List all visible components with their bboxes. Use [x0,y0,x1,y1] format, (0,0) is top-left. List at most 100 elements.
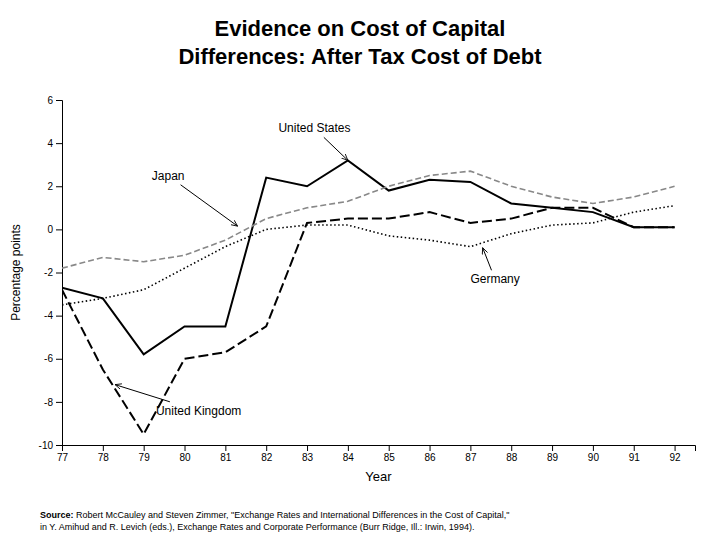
x-tick-label: 84 [343,452,355,463]
y-tick: -10 [39,440,62,451]
y-tick: -8 [44,397,62,408]
x-tick-mark [348,445,349,451]
x-tick-label: 80 [179,452,191,463]
chart-container: Evidence on Cost of Capital Differences: … [0,0,720,540]
x-tick-label: 78 [98,452,110,463]
x-tick: 84 [343,445,355,463]
x-tick: 91 [629,445,641,463]
y-tick: -2 [44,267,62,278]
chart: Evidence on Cost of Capital Differences: … [0,0,720,540]
x-tick: 87 [465,445,477,463]
x-tick: 89 [547,445,559,463]
source-text: Robert McCauley and Steven Zimmer, "Exch… [74,510,510,520]
y-axis: -10 -8 -6 -4 -2 0 2 4 6 [39,95,63,451]
x-tick-mark [593,445,594,451]
annotation-text: Germany [470,272,519,286]
x-tick-label: 85 [384,452,396,463]
x-tick-mark [307,445,308,451]
y-tick-label: -2 [44,267,53,278]
y-tick-mark [56,316,62,317]
annotation-text: United Kingdom [156,404,241,418]
x-tick-mark [144,445,145,451]
x-tick: 81 [220,445,232,463]
x-tick: 92 [670,445,682,463]
x-tick-mark [389,445,390,451]
x-tick-mark [552,445,553,451]
y-tick-label: 2 [47,181,53,192]
x-tick-label: 77 [57,452,69,463]
y-tick-mark [56,402,62,403]
series-line [62,208,675,434]
y-tick: 4 [47,138,62,149]
title: Evidence on Cost of Capital Differences: … [178,16,542,69]
y-tick: -6 [44,353,62,364]
y-tick-label: -10 [39,440,54,451]
x-tick-label: 90 [588,452,600,463]
x-tick: 78 [98,445,110,463]
series-line [62,206,675,305]
source: Source: Robert McCauley and Steven Zimme… [40,510,509,532]
x-tick-label: 79 [139,452,151,463]
x-tick-mark [470,445,471,451]
y-tick: 2 [47,181,62,192]
annotation-arrow [324,137,348,160]
x-tick: 86 [424,445,436,463]
x-tick-label: 88 [506,452,518,463]
x-tick-label: 87 [465,452,477,463]
x-tick-label: 83 [302,452,314,463]
y-tick-label: -8 [44,397,53,408]
plot: 77787980818283848586878889909192-10-8-6-… [9,95,696,484]
y-tick: 0 [47,224,62,235]
x-tick: 80 [179,445,191,463]
x-tick: 85 [384,445,396,463]
x-tick-mark [225,445,226,451]
x-tick-label: 91 [629,452,641,463]
annotation-text: Japan [152,169,185,183]
y-axis-line [56,101,63,446]
annotation-arrow [115,385,170,402]
x-axis-title: Year [365,469,392,484]
x-tick-mark [103,445,104,451]
y-axis-title: Percentage points [9,224,23,321]
x-tick-mark [634,445,635,451]
title-line: Evidence on Cost of Capital [215,16,506,41]
lines [62,160,675,434]
y-tick: 6 [47,95,62,106]
annotation-arrow [181,185,238,226]
x-tick-mark [266,445,267,451]
y-tick-label: -4 [44,310,53,321]
y-tick-label: 0 [47,224,53,235]
y-tick-mark [56,359,62,360]
series-line [62,160,675,354]
source-label: Source: [40,510,74,520]
source-text: in Y. Amihud and R. Levich (eds.), Excha… [40,522,474,532]
x-axis: 77 78 79 80 81 82 83 84 85 86 87 88 89 90 91 92 [57,445,696,463]
x-tick: 88 [506,445,518,463]
x-tick: 83 [302,445,314,463]
x-tick: 77 [57,445,69,463]
annotation-text: United States [278,121,350,135]
title-line: Differences: After Tax Cost of Debt [178,44,542,69]
x-tick-label: 92 [670,452,682,463]
x-tick: 90 [588,445,600,463]
annotations: United States Japan Germany United Kingdom [115,121,520,417]
annotation-arrow [483,248,492,271]
x-axis-line [63,446,696,452]
x-tick-label: 81 [220,452,232,463]
x-tick-label: 82 [261,452,273,463]
x-tick-mark [430,445,431,451]
x-tick: 79 [139,445,151,463]
y-tick-label: -6 [44,353,53,364]
series-line [62,171,675,268]
y-tick-mark [56,186,62,187]
x-tick-mark [185,445,186,451]
x-tick-label: 86 [424,452,436,463]
x-tick-label: 89 [547,452,559,463]
y-tick-mark [56,229,62,230]
y-tick: -4 [44,310,62,321]
y-tick-label: 6 [47,95,53,106]
x-tick: 82 [261,445,273,463]
y-tick-label: 4 [47,138,53,149]
y-tick-mark [56,445,62,446]
y-tick-mark [56,100,62,101]
